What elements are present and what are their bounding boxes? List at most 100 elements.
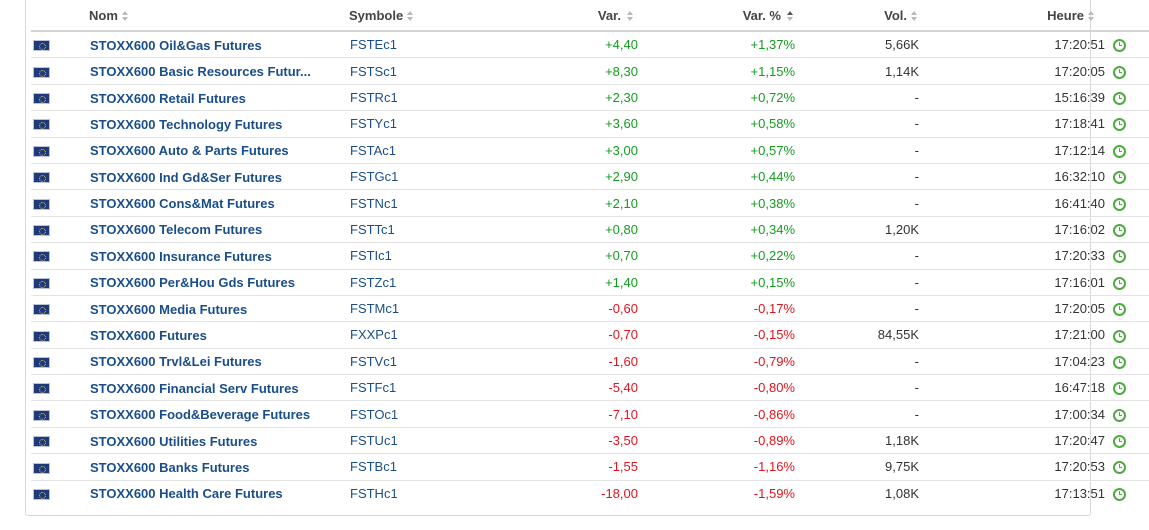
- instrument-name-link[interactable]: STOXX600 Ind Gd&Ser Futures: [90, 169, 282, 185]
- change-pct-value: -0,17%: [753, 301, 795, 317]
- instrument-name-link[interactable]: STOXX600 Oil&Gas Futures: [90, 37, 262, 53]
- change-pct-cell: +0,57%: [640, 137, 797, 164]
- time-value: 17:18:41: [1054, 116, 1105, 132]
- instrument-name-link[interactable]: STOXX600 Futures: [90, 328, 207, 344]
- time-value: 17:20:53: [1054, 459, 1105, 475]
- name-cell: STOXX600 Trvl&Lei Futures: [88, 348, 348, 376]
- header-time[interactable]: Heure: [922, 0, 1149, 32]
- change-pct-cell: -0,86%: [640, 400, 797, 428]
- table-row[interactable]: STOXX600 Telecom Futures FSTTc1 +0,80 +0,34…: [31, 216, 1149, 244]
- header-flag: [31, 0, 88, 32]
- instrument-name-link[interactable]: STOXX600 Utilities Futures: [90, 433, 258, 449]
- table-row[interactable]: STOXX600 Per&Hou Gds Futures FSTZc1 +1,40 +…: [31, 269, 1149, 296]
- name-cell: STOXX600 Oil&Gas Futures: [88, 31, 348, 59]
- change-value: +2,30: [605, 89, 638, 105]
- volume-cell: 9,75K: [797, 453, 922, 481]
- table-row[interactable]: STOXX600 Auto & Parts Futures FSTAc1 +3,00…: [31, 137, 1149, 164]
- volume-cell: -: [797, 269, 922, 296]
- change-pct-value: +0,57%: [750, 142, 795, 158]
- instrument-name-link[interactable]: STOXX600 Food&Beverage Futures: [90, 407, 311, 423]
- flag-cell: [31, 348, 88, 376]
- time-cell: 17:20:51: [922, 31, 1149, 59]
- instrument-name-link[interactable]: STOXX600 Auto & Parts Futures: [90, 143, 289, 159]
- table-row[interactable]: STOXX600 Ind Gd&Ser Futures FSTGc1 +2,90 +0…: [31, 163, 1149, 191]
- clock-icon: [1113, 303, 1126, 317]
- header-change-pct[interactable]: Var. %: [640, 0, 797, 32]
- table-row[interactable]: STOXX600 Trvl&Lei Futures FSTVc1 -1,60 -0,7…: [31, 348, 1149, 376]
- table-row[interactable]: STOXX600 Oil&Gas Futures FSTEc1 +4,40 +1,37…: [31, 31, 1149, 59]
- header-change[interactable]: Var.: [517, 0, 640, 32]
- change-cell: +1,40: [517, 269, 640, 296]
- sort-icon: [627, 10, 637, 22]
- change-cell: -7,10: [517, 400, 640, 428]
- table-row[interactable]: STOXX600 Insurance Futures FSTIc1 +0,70 +0,…: [31, 242, 1149, 270]
- volume-cell: -: [797, 189, 922, 217]
- volume-value: -: [914, 195, 919, 211]
- time-cell: 17:20:33: [922, 242, 1149, 270]
- table-row[interactable]: STOXX600 Food&Beverage Futures FSTOc1 -7,1…: [31, 400, 1149, 428]
- eu-flag-icon: [33, 383, 50, 395]
- flag-cell: [31, 110, 88, 138]
- table-row[interactable]: STOXX600 Basic Resources Futur... FSTSc1 +…: [31, 57, 1149, 85]
- flag-cell: [31, 400, 88, 428]
- table-row[interactable]: STOXX600 Media Futures FSTMc1 -0,60 -0,17% -…: [31, 295, 1149, 323]
- eu-flag-icon: [33, 436, 50, 448]
- volume-cell: -: [797, 84, 922, 112]
- name-cell: STOXX600 Cons&Mat Futures: [88, 189, 348, 217]
- instrument-name-link[interactable]: STOXX600 Trvl&Lei Futures: [90, 354, 262, 370]
- instrument-name-link[interactable]: STOXX600 Telecom Futures: [90, 222, 263, 238]
- volume-cell: -: [797, 242, 922, 270]
- sort-icon: [121, 10, 130, 22]
- change-pct-value: -0,89%: [753, 433, 795, 449]
- change-cell: +0,70: [517, 242, 640, 270]
- instrument-name-link[interactable]: STOXX600 Retail Futures: [90, 90, 246, 106]
- instrument-name-link[interactable]: STOXX600 Basic Resources Futur...: [90, 64, 311, 80]
- instrument-name-link[interactable]: STOXX600 Financial Serv Futures: [90, 380, 299, 396]
- symbol-cell: FSTHc1: [348, 480, 517, 506]
- table-row[interactable]: STOXX600 Financial Serv Futures FSTFc1 -5,…: [31, 374, 1149, 402]
- header-volume[interactable]: Vol.: [797, 0, 922, 32]
- table-row[interactable]: STOXX600 Banks Futures FSTBc1 -1,55 -1,16% 9…: [31, 453, 1149, 481]
- table-row[interactable]: STOXX600 Retail Futures FSTRc1 +2,30 +0,72%…: [31, 84, 1149, 112]
- volume-value: 9,75K: [885, 459, 919, 475]
- time-cell: 17:00:34: [922, 400, 1149, 428]
- change-pct-value: -0,86%: [753, 406, 795, 422]
- time-cell: 17:21:00: [922, 321, 1149, 349]
- volume-value: 1,20K: [885, 221, 919, 237]
- table-row[interactable]: STOXX600 Futures FXXPc1 -0,70 -0,15% 84,55K 1…: [31, 321, 1149, 349]
- change-pct-cell: -1,16%: [640, 453, 797, 481]
- instrument-name-link[interactable]: STOXX600 Banks Futures: [90, 459, 250, 475]
- name-cell: STOXX600 Utilities Futures: [88, 427, 348, 455]
- change-pct-value: -0,79%: [753, 353, 795, 369]
- header-name[interactable]: Nom: [88, 0, 348, 32]
- table-row[interactable]: STOXX600 Technology Futures FSTYc1 +3,60 +0…: [31, 110, 1149, 138]
- symbol-cell: FSTVc1: [348, 348, 517, 376]
- table-row[interactable]: STOXX600 Health Care Futures FSTHc1 -18,00…: [31, 480, 1149, 506]
- change-pct-cell: +0,72%: [640, 84, 797, 112]
- time-value: 17:04:23: [1054, 353, 1105, 369]
- instrument-name-link[interactable]: STOXX600 Insurance Futures: [90, 248, 272, 264]
- symbol-cell: FSTSc1: [348, 57, 517, 85]
- change-cell: -0,60: [517, 295, 640, 323]
- header-change-label: Var.: [597, 7, 621, 23]
- change-pct-value: +0,72%: [750, 89, 795, 105]
- header-row: Nom Symbole Var. Var. % Vol. Heure: [31, 0, 1149, 32]
- name-cell: STOXX600 Telecom Futures: [88, 216, 348, 244]
- instrument-name-link[interactable]: STOXX600 Cons&Mat Futures: [90, 196, 275, 212]
- clock-icon: [1113, 39, 1126, 53]
- table-row[interactable]: STOXX600 Cons&Mat Futures FSTNc1 +2,10 +0,3…: [31, 189, 1149, 217]
- clock-icon: [1113, 250, 1126, 264]
- time-cell: 16:41:40: [922, 189, 1149, 217]
- table-row[interactable]: STOXX600 Utilities Futures FSTUc1 -3,50 -0,…: [31, 427, 1149, 455]
- instrument-name-link[interactable]: STOXX600 Technology Futures: [90, 116, 283, 132]
- time-value: 17:20:47: [1054, 433, 1105, 449]
- symbol-cell: FSTTc1: [348, 216, 517, 244]
- eu-flag-icon: [33, 93, 50, 105]
- header-symbol[interactable]: Symbole: [348, 0, 517, 32]
- symbol-text: FSTSc1: [350, 63, 397, 79]
- sort-desc-icon: [787, 10, 797, 22]
- instrument-name-link[interactable]: STOXX600 Per&Hou Gds Futures: [90, 275, 295, 291]
- name-cell: STOXX600 Financial Serv Futures: [88, 374, 348, 402]
- instrument-name-link[interactable]: STOXX600 Health Care Futures: [90, 486, 283, 502]
- instrument-name-link[interactable]: STOXX600 Media Futures: [90, 301, 248, 317]
